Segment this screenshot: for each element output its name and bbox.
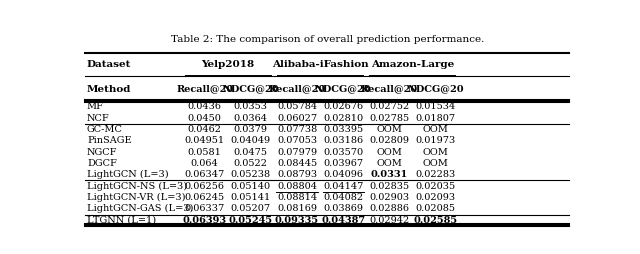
Text: OOM: OOM bbox=[422, 159, 449, 168]
Text: 0.01534: 0.01534 bbox=[415, 102, 456, 111]
Text: 0.05140: 0.05140 bbox=[231, 182, 271, 191]
Text: 0.07053: 0.07053 bbox=[277, 136, 317, 145]
Text: 0.0475: 0.0475 bbox=[234, 148, 268, 157]
Text: 0.02835: 0.02835 bbox=[369, 182, 410, 191]
Text: Alibaba-iFashion: Alibaba-iFashion bbox=[272, 60, 369, 69]
Text: 0.0353: 0.0353 bbox=[234, 102, 268, 111]
Text: 0.0379: 0.0379 bbox=[234, 125, 268, 134]
Text: 0.05238: 0.05238 bbox=[231, 170, 271, 179]
Text: PinSAGE: PinSAGE bbox=[87, 136, 132, 145]
Text: 0.0522: 0.0522 bbox=[234, 159, 268, 168]
Text: 0.08814: 0.08814 bbox=[277, 193, 317, 202]
Text: 0.03395: 0.03395 bbox=[323, 125, 363, 134]
Text: 0.02903: 0.02903 bbox=[369, 193, 410, 202]
Text: 0.04951: 0.04951 bbox=[185, 136, 225, 145]
Text: 0.06347: 0.06347 bbox=[184, 170, 225, 179]
Text: Amazon-Large: Amazon-Large bbox=[371, 60, 454, 69]
Text: 0.06027: 0.06027 bbox=[277, 114, 317, 123]
Text: 0.04082: 0.04082 bbox=[323, 193, 363, 202]
Text: 0.03967: 0.03967 bbox=[323, 159, 363, 168]
Text: 0.01807: 0.01807 bbox=[415, 114, 456, 123]
Text: 0.02942: 0.02942 bbox=[369, 216, 410, 225]
Text: 0.06245: 0.06245 bbox=[185, 193, 225, 202]
Text: 0.02283: 0.02283 bbox=[415, 170, 456, 179]
Text: MF: MF bbox=[87, 102, 104, 111]
Text: 0.02085: 0.02085 bbox=[415, 204, 456, 213]
Text: 0.03570: 0.03570 bbox=[323, 148, 363, 157]
Text: 0.02752: 0.02752 bbox=[369, 102, 410, 111]
Text: 0.02785: 0.02785 bbox=[369, 114, 410, 123]
Text: 0.04147: 0.04147 bbox=[323, 182, 364, 191]
Text: 0.0436: 0.0436 bbox=[188, 102, 221, 111]
Text: 0.0331: 0.0331 bbox=[371, 170, 408, 179]
Text: 0.07738: 0.07738 bbox=[277, 125, 317, 134]
Text: 0.02093: 0.02093 bbox=[415, 193, 456, 202]
Text: OOM: OOM bbox=[376, 159, 402, 168]
Text: LightGCN-GAS (L=3): LightGCN-GAS (L=3) bbox=[87, 204, 193, 213]
Text: 0.03186: 0.03186 bbox=[323, 136, 363, 145]
Text: Yelp2018: Yelp2018 bbox=[201, 60, 254, 69]
Text: OOM: OOM bbox=[422, 125, 449, 134]
Text: Recall@20: Recall@20 bbox=[360, 85, 418, 94]
Text: Dataset: Dataset bbox=[87, 60, 131, 69]
Text: 0.04049: 0.04049 bbox=[231, 136, 271, 145]
Text: 0.0364: 0.0364 bbox=[234, 114, 268, 123]
Text: LTGNN (L=1): LTGNN (L=1) bbox=[87, 216, 156, 225]
Text: 0.06393: 0.06393 bbox=[182, 216, 227, 225]
Text: NDCG@20: NDCG@20 bbox=[315, 85, 371, 94]
Text: 0.07979: 0.07979 bbox=[277, 148, 317, 157]
Text: NDCG@20: NDCG@20 bbox=[407, 85, 464, 94]
Text: 0.064: 0.064 bbox=[191, 159, 219, 168]
Text: 0.06337: 0.06337 bbox=[184, 204, 225, 213]
Text: 0.02035: 0.02035 bbox=[415, 182, 456, 191]
Text: NDCG@20: NDCG@20 bbox=[223, 85, 279, 94]
Text: 0.02585: 0.02585 bbox=[413, 216, 458, 225]
Text: 0.06256: 0.06256 bbox=[185, 182, 225, 191]
Text: 0.02809: 0.02809 bbox=[369, 136, 409, 145]
Text: 0.08445: 0.08445 bbox=[277, 159, 317, 168]
Text: 0.01973: 0.01973 bbox=[415, 136, 456, 145]
Text: 0.02810: 0.02810 bbox=[323, 114, 363, 123]
Text: 0.04387: 0.04387 bbox=[321, 216, 365, 225]
Text: Table 2: The comparison of overall prediction performance.: Table 2: The comparison of overall predi… bbox=[172, 35, 484, 44]
Text: 0.0581: 0.0581 bbox=[188, 148, 221, 157]
Text: 0.05245: 0.05245 bbox=[229, 216, 273, 225]
Text: Recall@20: Recall@20 bbox=[176, 85, 234, 94]
Text: OOM: OOM bbox=[376, 148, 402, 157]
Text: 0.02886: 0.02886 bbox=[369, 204, 409, 213]
Text: 0.08169: 0.08169 bbox=[277, 204, 317, 213]
Text: 0.02676: 0.02676 bbox=[323, 102, 363, 111]
Text: 0.05207: 0.05207 bbox=[231, 204, 271, 213]
Text: DGCF: DGCF bbox=[87, 159, 117, 168]
Text: OOM: OOM bbox=[376, 125, 402, 134]
Text: 0.04096: 0.04096 bbox=[323, 170, 363, 179]
Text: GC-MC: GC-MC bbox=[87, 125, 123, 134]
Text: 0.0450: 0.0450 bbox=[188, 114, 221, 123]
Text: Recall@20: Recall@20 bbox=[268, 85, 326, 94]
Text: 0.05784: 0.05784 bbox=[277, 102, 317, 111]
Text: 0.0462: 0.0462 bbox=[188, 125, 221, 134]
Text: 0.09335: 0.09335 bbox=[275, 216, 319, 225]
Text: LightGCN-NS (L=3): LightGCN-NS (L=3) bbox=[87, 182, 187, 191]
Text: 0.05141: 0.05141 bbox=[231, 193, 271, 202]
Text: LightGCN (L=3): LightGCN (L=3) bbox=[87, 170, 168, 179]
Text: LightGCN-VR (L=3): LightGCN-VR (L=3) bbox=[87, 193, 186, 202]
Text: NCF: NCF bbox=[87, 114, 109, 123]
Text: 0.08793: 0.08793 bbox=[277, 170, 317, 179]
Text: OOM: OOM bbox=[422, 148, 449, 157]
Text: Method: Method bbox=[87, 85, 131, 94]
Text: 0.08804: 0.08804 bbox=[277, 182, 317, 191]
Text: 0.03869: 0.03869 bbox=[323, 204, 363, 213]
Text: NGCF: NGCF bbox=[87, 148, 118, 157]
